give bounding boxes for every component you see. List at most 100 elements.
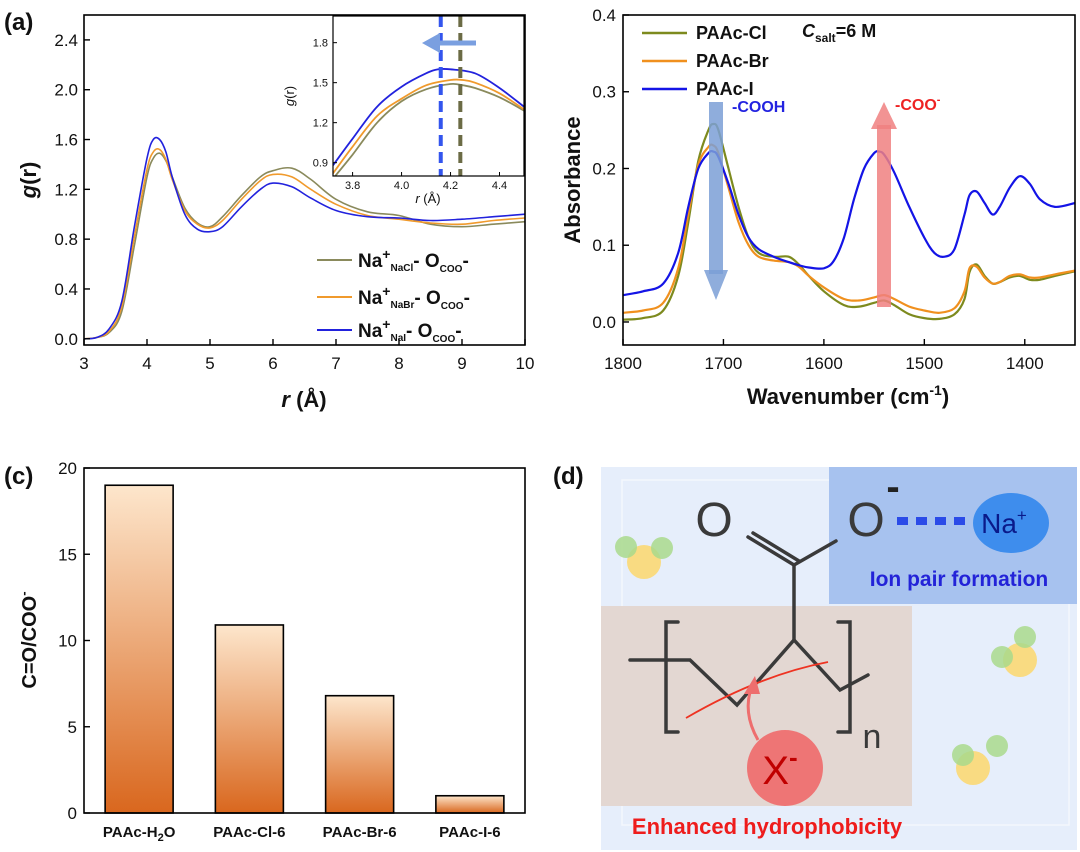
category-text-part: PAAc-Cl-6 [213,824,285,841]
category-text-part: O [164,824,176,841]
legend-text-part: + [382,283,390,299]
bar-3 [435,794,505,814]
sodium-label: Na+ [981,506,1027,539]
category-text-part: PAAc-I-6 [439,824,500,841]
inset-arrow-head [422,33,440,53]
y-tick-label: 0 [68,804,77,823]
panel-b-arrows [704,102,897,307]
panel-a: (a) 3 4 5 6 7 8 9 100.00.40.81.21.62.02.4 g(r) … [4,9,534,412]
legend-text-part: NaI [390,333,406,344]
legend-text-part: - [464,288,470,309]
panel-b: 1800 1700 1600 1500 1400 0.0 0.1 0.2 0.3 0.4 Abso… [560,6,1076,409]
water-molecule-1 [615,536,673,579]
inset-x-tick-label: 4.2 [443,180,458,192]
panel-a-xlabel: r (Å) [281,386,326,412]
panel-a-ticks: 3 4 5 6 7 8 9 10 0.0 0.4 0.8 1.2 1.6 2.0 2.4 [54,31,534,373]
panel-b-ylabel: Absorbance [560,116,585,243]
series-line-nabr [84,148,525,340]
inset-shift-arrow [422,33,476,53]
panel-a-inset: 3.8 4.0 4.2 4.4 0.9 1.2 1.5 1.8 g(r) r (Å) [282,15,525,206]
inset-ylabel: g(r) [282,86,297,106]
y-tick-label: 1.2 [54,180,78,199]
inset-y-tick-label: 1.5 [313,78,328,90]
x-category-label-3: PAAc-I-6 [439,824,500,841]
inset-y-tick-label: 1.8 [313,38,328,50]
y-tick-label: 2.4 [54,31,78,50]
legend-text-part: - O [414,288,440,309]
y-tick-label: 5 [68,718,77,737]
x-tick-label: 1800 [604,354,642,373]
panel-b-frame [622,14,1076,346]
legend-text-part: COO [441,301,464,312]
panel-c-bars [104,484,505,814]
inset-series-line-1 [333,78,524,174]
panel-a-label: (a) [4,9,33,36]
x-tick-label: 1600 [805,354,843,373]
inset-frame [332,15,525,177]
panel-a-legend: Na+NaCl- OCOO-Na+NaBr- OCOO-Na+NaI- OCOO… [317,246,470,345]
carboxylate-oxygen: O [847,494,884,547]
y-tick-label: 0.0 [54,330,78,349]
x-tick-label: 10 [516,354,535,373]
anion-label: X- [762,742,797,793]
x-tick-label: 9 [457,354,466,373]
panel-b-legend: PAAc-Cl PAAc-Br PAAc-I [642,23,769,99]
panel-b-ticks: 1800 1700 1600 1500 1400 0.0 0.1 0.2 0.3 0.4 [592,6,1043,373]
x-category-label-0: PAAc-H2O [103,824,176,844]
sodium-ion [973,493,1049,553]
x-category-label-1: PAAc-Cl-6 [213,824,285,841]
bar-2 [324,694,395,814]
legend-text-part: - [455,321,461,342]
bar-0 [104,484,174,814]
anion-arrow-head [744,676,760,694]
legend-text-part: + [382,316,390,332]
legend-text-part: Na [358,251,383,272]
inset-xlabel: r (Å) [415,191,440,206]
x-tick-label: 6 [268,354,277,373]
panel-d-label: (d) [553,463,584,490]
legend-text-part: COO [432,334,455,345]
hydrophobic-curve [685,661,829,719]
inset-x-tick-label: 4.0 [394,180,409,192]
inset-ticks: 3.8 4.0 4.2 4.4 0.9 1.2 1.5 1.8 [313,38,507,192]
x-category-label-2: PAAc-Br-6 [323,824,397,841]
y-tick-label: 1.6 [54,131,78,150]
inset-y-tick-label: 1.2 [313,118,328,130]
legend-label-0: PAAc-Cl [696,23,767,43]
legend-text-part: - [462,251,468,272]
ion-pair-label: Ion pair formation [870,568,1049,591]
coo-arrow-shaft [877,125,891,307]
legend-text-part: Na [358,321,383,342]
category-text-part: PAAc-H [103,824,158,841]
repeat-unit-n: n [863,718,882,756]
cooh-label: -COOH [732,99,785,116]
panel-c-ylabel: C=O/COO- [16,591,41,688]
series-line-nai [84,136,525,340]
panel-d: (d) O O [553,463,1077,850]
polyacrylate-structure [628,531,870,734]
legend-text-part: COO [440,264,463,275]
legend-text-part: - O [413,251,439,272]
legend-text-part: + [382,246,390,262]
legend-label-2: PAAc-I [696,79,754,99]
inset-y-tick-label: 0.9 [313,158,328,170]
y-tick-label: 0.4 [592,6,616,25]
panel-c: (c) PAAc-H2O PAAc-Cl-6 PAAc-Br-6 PAAc-I-6 0 5… [4,459,526,844]
y-tick-label: 0.1 [592,236,616,255]
y-tick-label: 20 [58,459,77,478]
legend-label-0: Na+NaCl- OCOO- [358,246,469,275]
y-tick-label: 0.4 [54,280,78,299]
category-text-part: PAAc-Br-6 [323,824,397,841]
anion [747,730,823,806]
coo-arrow-head [871,102,897,129]
legend-text-part: Na [358,288,383,309]
water-molecule-2 [991,626,1037,677]
category-text-part: 2 [158,832,164,844]
legend-text-part: NaBr [390,300,414,311]
coo-label: -COO- [895,94,941,114]
panel-a-frame [83,14,526,346]
panel-a-lines [84,136,525,340]
y-tick-label: 10 [58,632,77,651]
panel-b-lines [623,122,1075,321]
